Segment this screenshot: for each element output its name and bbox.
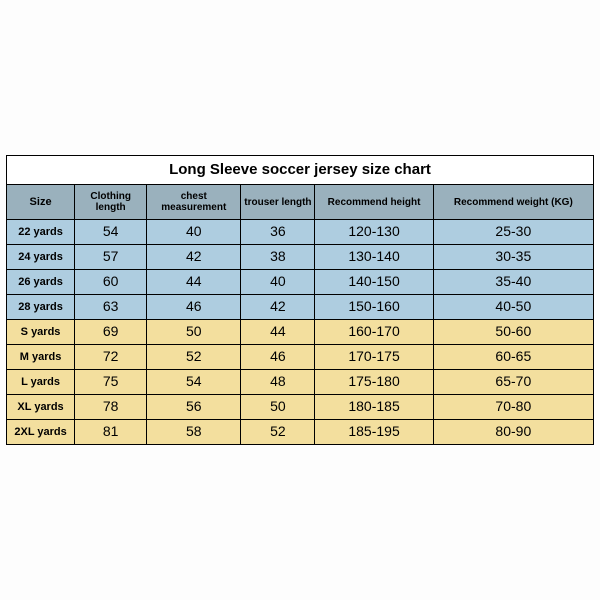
cell-value: 54 xyxy=(75,220,147,245)
col-weight: Recommend weight (KG) xyxy=(433,185,593,220)
cell-value: 46 xyxy=(147,295,241,320)
cell-value: 80-90 xyxy=(433,420,593,445)
cell-value: 44 xyxy=(147,270,241,295)
table-header-row: Size Clothing length chest measurement t… xyxy=(7,185,594,220)
col-trouser: trouser length xyxy=(241,185,315,220)
cell-value: 40-50 xyxy=(433,295,593,320)
cell-value: 185-195 xyxy=(315,420,433,445)
cell-value: 65-70 xyxy=(433,370,593,395)
page: Long Sleeve soccer jersey size chart Siz… xyxy=(0,0,600,600)
size-label: M yards xyxy=(7,345,75,370)
table-row: 22 yards544036120-13025-30 xyxy=(7,220,594,245)
cell-value: 25-30 xyxy=(433,220,593,245)
table-row: M yards725246170-17560-65 xyxy=(7,345,594,370)
table-row: 26 yards604440140-15035-40 xyxy=(7,270,594,295)
cell-value: 75 xyxy=(75,370,147,395)
cell-value: 40 xyxy=(147,220,241,245)
cell-value: 120-130 xyxy=(315,220,433,245)
cell-value: 46 xyxy=(241,345,315,370)
table-row: 2XL yards815852185-19580-90 xyxy=(7,420,594,445)
cell-value: 175-180 xyxy=(315,370,433,395)
table-row: L yards755448175-18065-70 xyxy=(7,370,594,395)
col-height: Recommend height xyxy=(315,185,433,220)
cell-value: 160-170 xyxy=(315,320,433,345)
cell-value: 63 xyxy=(75,295,147,320)
cell-value: 35-40 xyxy=(433,270,593,295)
cell-value: 130-140 xyxy=(315,245,433,270)
table-body: 22 yards544036120-13025-3024 yards574238… xyxy=(7,220,594,445)
cell-value: 52 xyxy=(241,420,315,445)
cell-value: 72 xyxy=(75,345,147,370)
cell-value: 42 xyxy=(241,295,315,320)
cell-value: 60-65 xyxy=(433,345,593,370)
cell-value: 57 xyxy=(75,245,147,270)
cell-value: 52 xyxy=(147,345,241,370)
cell-value: 58 xyxy=(147,420,241,445)
size-label: 2XL yards xyxy=(7,420,75,445)
cell-value: 81 xyxy=(75,420,147,445)
cell-value: 70-80 xyxy=(433,395,593,420)
cell-value: 50 xyxy=(241,395,315,420)
table-title-row: Long Sleeve soccer jersey size chart xyxy=(7,156,594,185)
size-label: XL yards xyxy=(7,395,75,420)
size-label: 28 yards xyxy=(7,295,75,320)
size-label: 22 yards xyxy=(7,220,75,245)
cell-value: 30-35 xyxy=(433,245,593,270)
table-row: XL yards785650180-18570-80 xyxy=(7,395,594,420)
cell-value: 40 xyxy=(241,270,315,295)
cell-value: 50 xyxy=(147,320,241,345)
size-label: 24 yards xyxy=(7,245,75,270)
table-row: 28 yards634642150-16040-50 xyxy=(7,295,594,320)
size-chart-table: Long Sleeve soccer jersey size chart Siz… xyxy=(6,155,594,445)
cell-value: 60 xyxy=(75,270,147,295)
cell-value: 78 xyxy=(75,395,147,420)
size-label: 26 yards xyxy=(7,270,75,295)
col-size: Size xyxy=(7,185,75,220)
size-label: L yards xyxy=(7,370,75,395)
cell-value: 48 xyxy=(241,370,315,395)
cell-value: 50-60 xyxy=(433,320,593,345)
cell-value: 180-185 xyxy=(315,395,433,420)
cell-value: 69 xyxy=(75,320,147,345)
cell-value: 54 xyxy=(147,370,241,395)
table-row: S yards695044160-17050-60 xyxy=(7,320,594,345)
cell-value: 140-150 xyxy=(315,270,433,295)
col-chest: chest measurement xyxy=(147,185,241,220)
table-title: Long Sleeve soccer jersey size chart xyxy=(7,156,594,185)
cell-value: 44 xyxy=(241,320,315,345)
cell-value: 150-160 xyxy=(315,295,433,320)
cell-value: 36 xyxy=(241,220,315,245)
cell-value: 170-175 xyxy=(315,345,433,370)
cell-value: 42 xyxy=(147,245,241,270)
table-row: 24 yards574238130-14030-35 xyxy=(7,245,594,270)
cell-value: 56 xyxy=(147,395,241,420)
size-label: S yards xyxy=(7,320,75,345)
cell-value: 38 xyxy=(241,245,315,270)
col-clothing-length: Clothing length xyxy=(75,185,147,220)
